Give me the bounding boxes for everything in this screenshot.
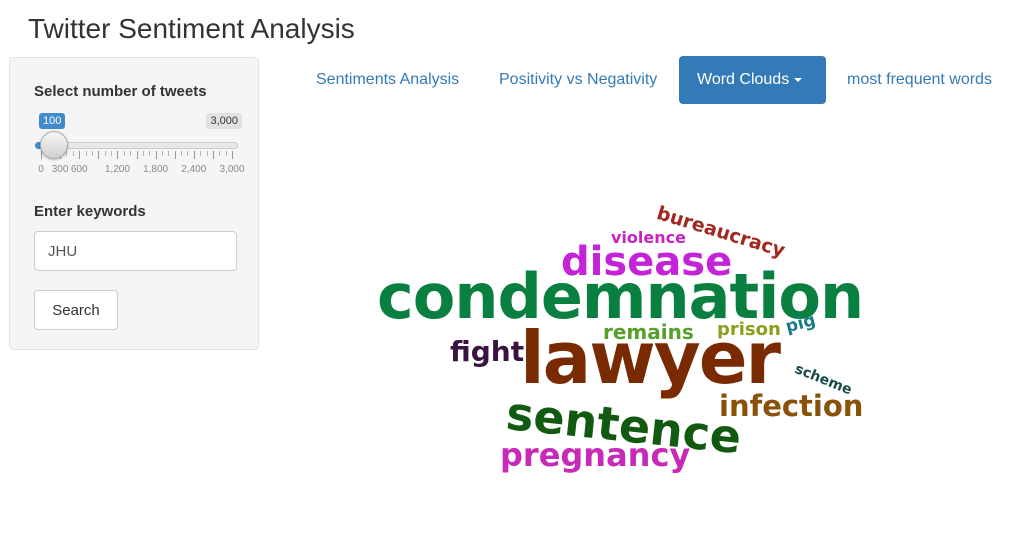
cloud-word: prison [717, 319, 781, 340]
keywords-label: Enter keywords [34, 203, 146, 220]
tab-most-frequent-words[interactable]: most frequent words [847, 56, 992, 104]
slider-tick [225, 151, 227, 156]
word-cloud: bureaucracy violence disease condemnatio… [360, 190, 920, 490]
slider-tick [193, 151, 195, 159]
slider-tick [117, 151, 119, 159]
search-button[interactable]: Search [34, 290, 118, 330]
tab-label: Word Clouds [697, 71, 790, 88]
tab-positivity-vs-negativity[interactable]: Positivity vs Negativity [499, 56, 657, 104]
slider-tick [98, 151, 100, 159]
slider-value-badge: 100 [39, 113, 66, 129]
slider-tick [142, 151, 144, 156]
cloud-word: fight [450, 335, 525, 368]
slider-tick [232, 151, 233, 159]
cloud-word: violence [611, 228, 686, 247]
slider-tick [168, 151, 170, 156]
cloud-word: condemnation [377, 260, 864, 333]
slider-tick [72, 151, 74, 156]
slider-tick [91, 151, 93, 156]
slider-tick [187, 151, 189, 156]
slider-tick [200, 151, 202, 156]
slider-tick [41, 151, 42, 159]
sidebar-panel: Select number of tweets 100 3,000 0 300 60… [9, 57, 259, 350]
slider-max-badge: 3,000 [206, 113, 242, 129]
slider-ticks [35, 151, 240, 165]
slider-tick-label: 600 [70, 164, 88, 175]
slider-tick [219, 151, 221, 156]
slider-tick-label: 2,400 [181, 164, 207, 175]
slider-tick [155, 151, 157, 159]
caret-down-icon [794, 77, 803, 82]
cloud-word: pregnancy [500, 436, 691, 474]
slider-tick [130, 151, 132, 156]
slider-tick [123, 151, 125, 156]
slider-tick [161, 151, 163, 156]
slider-tick [181, 151, 183, 156]
slider-tick [174, 151, 176, 159]
slider-tick [66, 151, 68, 156]
slider-tick [79, 151, 81, 159]
slider-tick-label: 300 [51, 164, 69, 175]
tab-word-clouds[interactable]: Word Clouds [679, 56, 826, 104]
app-title: Twitter Sentiment Analysis [28, 13, 355, 44]
tab-label: Sentiments Analysis [316, 71, 460, 88]
slider-tick [149, 151, 151, 156]
tweets-slider[interactable]: 100 3,000 0 300 600 1,200 1,800 2,400 3,000 [35, 113, 245, 183]
slider-tick [111, 151, 113, 156]
tab-label: most frequent words [847, 71, 992, 88]
cloud-word: remains [603, 320, 694, 344]
slider-tick [136, 151, 138, 159]
cloud-word: infection [719, 389, 864, 423]
slider-tick [212, 151, 214, 159]
keywords-input[interactable] [34, 231, 237, 271]
slider-tick [206, 151, 208, 156]
slider-tick-label: 0 [38, 164, 44, 175]
slider-tick-label: 1,200 [104, 164, 130, 175]
slider-handle[interactable] [40, 131, 68, 159]
slider-tick [85, 151, 87, 156]
slider-label: Select number of tweets [34, 83, 207, 100]
cloud-word: disease [561, 239, 733, 285]
slider-tick-label: 3,000 [219, 164, 245, 175]
tab-sentiments-analysis[interactable]: Sentiments Analysis [316, 56, 459, 104]
slider-tick-label: 1,800 [143, 164, 169, 175]
cloud-word: lawyer [520, 316, 781, 400]
slider-tick [104, 151, 106, 156]
tab-label: Positivity vs Negativity [499, 71, 658, 88]
